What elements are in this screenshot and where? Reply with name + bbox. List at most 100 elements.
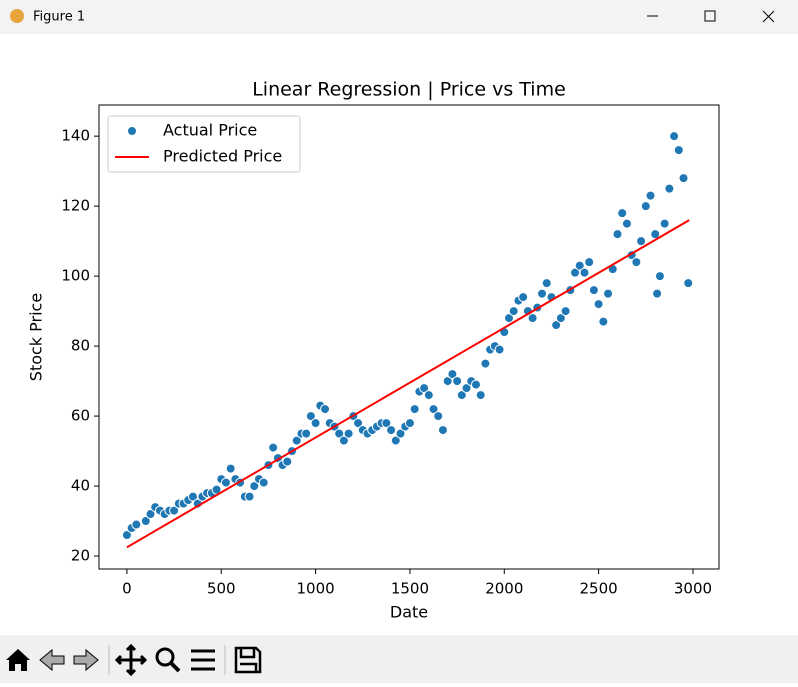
data-point — [650, 229, 661, 240]
data-point — [480, 358, 491, 369]
data-point — [305, 411, 316, 422]
data-point — [593, 299, 604, 310]
y-tick-label: 20 — [71, 547, 90, 565]
data-point — [395, 428, 406, 439]
data-point — [475, 390, 486, 401]
data-point — [301, 428, 312, 439]
app-icon — [10, 9, 24, 23]
data-point — [560, 306, 571, 317]
x-tick-label: 1500 — [391, 580, 429, 598]
data-point — [669, 131, 680, 142]
x-axis-label: Date — [390, 603, 428, 622]
home-button[interactable] — [6, 649, 30, 671]
legend-marker — [127, 126, 137, 136]
data-point — [673, 145, 684, 156]
regression-line — [126, 219, 690, 549]
data-point — [121, 530, 132, 541]
x-tick-label: 0 — [122, 580, 132, 598]
data-point — [131, 519, 142, 530]
data-point — [551, 320, 562, 331]
data-point — [220, 477, 231, 488]
x-tick-label: 2000 — [485, 580, 523, 598]
y-axis-label: Stock Price — [27, 293, 46, 381]
back-button[interactable] — [39, 648, 65, 672]
data-point — [537, 288, 548, 299]
data-point — [456, 390, 467, 401]
forward-button[interactable] — [73, 648, 99, 672]
data-point — [659, 218, 670, 229]
axes-frame — [98, 104, 720, 570]
data-point — [310, 418, 321, 429]
data-point — [386, 425, 397, 436]
data-point — [452, 376, 463, 387]
data-point — [541, 278, 552, 289]
close-button[interactable] — [762, 10, 775, 23]
data-point — [584, 257, 595, 268]
data-point — [527, 313, 538, 324]
legend-box — [107, 115, 301, 173]
x-tick-label: 1000 — [297, 580, 335, 598]
y-tick-label: 120 — [61, 197, 90, 215]
save-button[interactable] — [234, 646, 262, 674]
data-point — [574, 260, 585, 271]
data-point — [598, 316, 609, 327]
data-point — [282, 456, 293, 467]
data-point — [652, 288, 663, 299]
data-point — [654, 271, 665, 282]
data-point — [664, 183, 675, 194]
data-point — [621, 218, 632, 229]
data-point — [353, 418, 364, 429]
data-point — [447, 369, 458, 380]
data-point — [678, 173, 689, 184]
legend-label: Actual Price — [163, 121, 257, 140]
data-point — [169, 505, 180, 516]
data-point — [612, 229, 623, 240]
y-tick-label: 40 — [71, 477, 90, 495]
data-point — [518, 292, 529, 303]
data-point — [409, 404, 420, 415]
configure-button[interactable] — [191, 649, 215, 671]
data-point — [404, 418, 415, 429]
maximize-button[interactable] — [704, 10, 716, 22]
data-point — [461, 383, 472, 394]
data-point — [603, 288, 614, 299]
data-point — [390, 435, 401, 446]
data-point — [504, 313, 514, 324]
x-tick-label: 3000 — [674, 580, 712, 598]
plot-area — [121, 131, 694, 549]
data-point — [140, 516, 151, 527]
data-point — [428, 404, 439, 415]
data-point — [338, 435, 349, 446]
data-point — [588, 285, 599, 296]
data-point — [640, 201, 651, 212]
data-point — [343, 428, 354, 439]
data-point — [433, 411, 444, 422]
data-point — [258, 477, 269, 488]
data-point — [423, 390, 434, 401]
chart-title: Linear Regression | Price vs Time — [252, 79, 566, 101]
data-point — [645, 190, 656, 201]
y-tick-label: 80 — [71, 337, 90, 355]
zoom-handle — [169, 661, 181, 673]
data-point — [555, 313, 566, 324]
pan-button[interactable] — [114, 643, 148, 677]
legend-label: Predicted Price — [163, 147, 282, 166]
x-tick-label: 500 — [207, 580, 236, 598]
data-point — [320, 404, 331, 415]
data-point — [419, 383, 430, 394]
data-point — [636, 236, 647, 247]
data-point — [225, 463, 236, 474]
data-point — [579, 267, 590, 278]
window-title: Figure 1 — [33, 10, 85, 25]
data-point — [494, 344, 505, 355]
data-point — [470, 379, 481, 390]
data-point — [291, 435, 302, 446]
zoom-button[interactable] — [155, 647, 175, 667]
y-tick-label: 100 — [61, 267, 90, 285]
data-point — [617, 208, 628, 219]
data-point — [437, 425, 448, 436]
data-point — [249, 481, 260, 492]
data-point — [381, 418, 392, 429]
x-tick-label: 2500 — [580, 580, 618, 598]
